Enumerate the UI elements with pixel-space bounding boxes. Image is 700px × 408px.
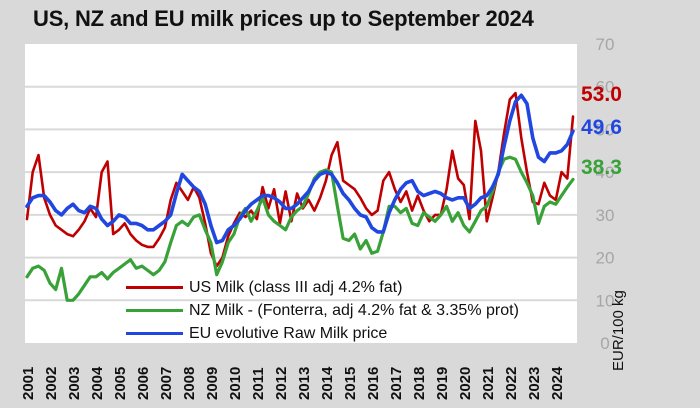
y-tick-label-40: 40 [596, 163, 615, 182]
x-tick-label-2010: 2010 [227, 367, 244, 400]
x-tick-label-2014: 2014 [319, 366, 336, 400]
x-tick-label-2001: 2001 [20, 367, 37, 400]
eu-milk-latest-value: 49.6 [581, 116, 622, 139]
x-tick-label-2021: 2021 [480, 367, 497, 400]
x-tick-label-2024: 2024 [549, 366, 566, 400]
x-axis-tick-labels: 2001 2002 2003 2004 2005 2006 2007 2008 2009 2010… [20, 366, 566, 400]
x-tick-label-2009: 2009 [204, 367, 221, 400]
x-tick-label-2017: 2017 [388, 367, 405, 400]
y-axis-title: EUR/100 kg [610, 290, 627, 371]
legend-label-us-milk: US Milk (class III adj 4.2% fat) [189, 278, 403, 296]
series-line-1 [25, 155, 575, 302]
y-tick-label-20: 20 [596, 249, 615, 268]
y-tick-label-30: 30 [596, 206, 615, 225]
us-milk-line-swatch [126, 286, 183, 289]
x-tick-label-2011: 2011 [250, 367, 267, 400]
y-tick-label-70: 70 [596, 35, 615, 54]
series-lines [25, 91, 575, 302]
us-milk-latest-value: 53.0 [581, 83, 622, 106]
x-tick-label-2003: 2003 [66, 367, 83, 400]
x-tick-label-2012: 2012 [273, 367, 290, 400]
x-tick-label-2008: 2008 [181, 367, 198, 400]
x-tick-label-2007: 2007 [158, 367, 175, 400]
x-tick-label-2023: 2023 [526, 367, 543, 400]
legend: US Milk (class III adj 4.2% fat) NZ Milk… [126, 276, 519, 345]
y-tick-label-50: 50 [596, 120, 615, 139]
series-line-2 [25, 93, 575, 245]
x-tick-label-2015: 2015 [342, 367, 359, 400]
y-tick-label-10: 10 [596, 291, 615, 310]
x-tick-label-2002: 2002 [43, 367, 60, 400]
legend-item-eu-milk: EU evolutive Raw Milk price [126, 322, 519, 345]
x-tick-label-2018: 2018 [411, 367, 428, 400]
x-tick-label-2004: 2004 [89, 366, 106, 400]
legend-item-us-milk: US Milk (class III adj 4.2% fat) [126, 276, 519, 299]
x-tick-label-2005: 2005 [112, 367, 129, 400]
x-tick-label-2020: 2020 [457, 367, 474, 400]
x-tick-label-2016: 2016 [365, 367, 382, 400]
y-axis-tick-labels: 0 10 20 30 40 50 60 70 [596, 35, 615, 353]
eu-milk-line-swatch [126, 332, 183, 335]
nz-milk-latest-value: 38.3 [581, 156, 622, 179]
x-tick-label-2013: 2013 [296, 367, 313, 400]
chart-title: US, NZ and EU milk prices up to Septembe… [33, 6, 534, 31]
x-tick-label-2022: 2022 [503, 367, 520, 400]
legend-item-nz-milk: NZ Milk - (Fonterra, adj 4.2% fat & 3.35… [126, 299, 519, 322]
x-tick-label-2006: 2006 [135, 367, 152, 400]
x-tick-label-2019: 2019 [434, 367, 451, 400]
y-tick-label-60: 60 [596, 78, 615, 97]
y-tick-label-0: 0 [600, 334, 609, 353]
legend-label-eu-milk: EU evolutive Raw Milk price [189, 324, 388, 342]
legend-label-nz-milk: NZ Milk - (Fonterra, adj 4.2% fat & 3.35… [189, 301, 519, 319]
nz-milk-line-swatch [126, 309, 183, 312]
